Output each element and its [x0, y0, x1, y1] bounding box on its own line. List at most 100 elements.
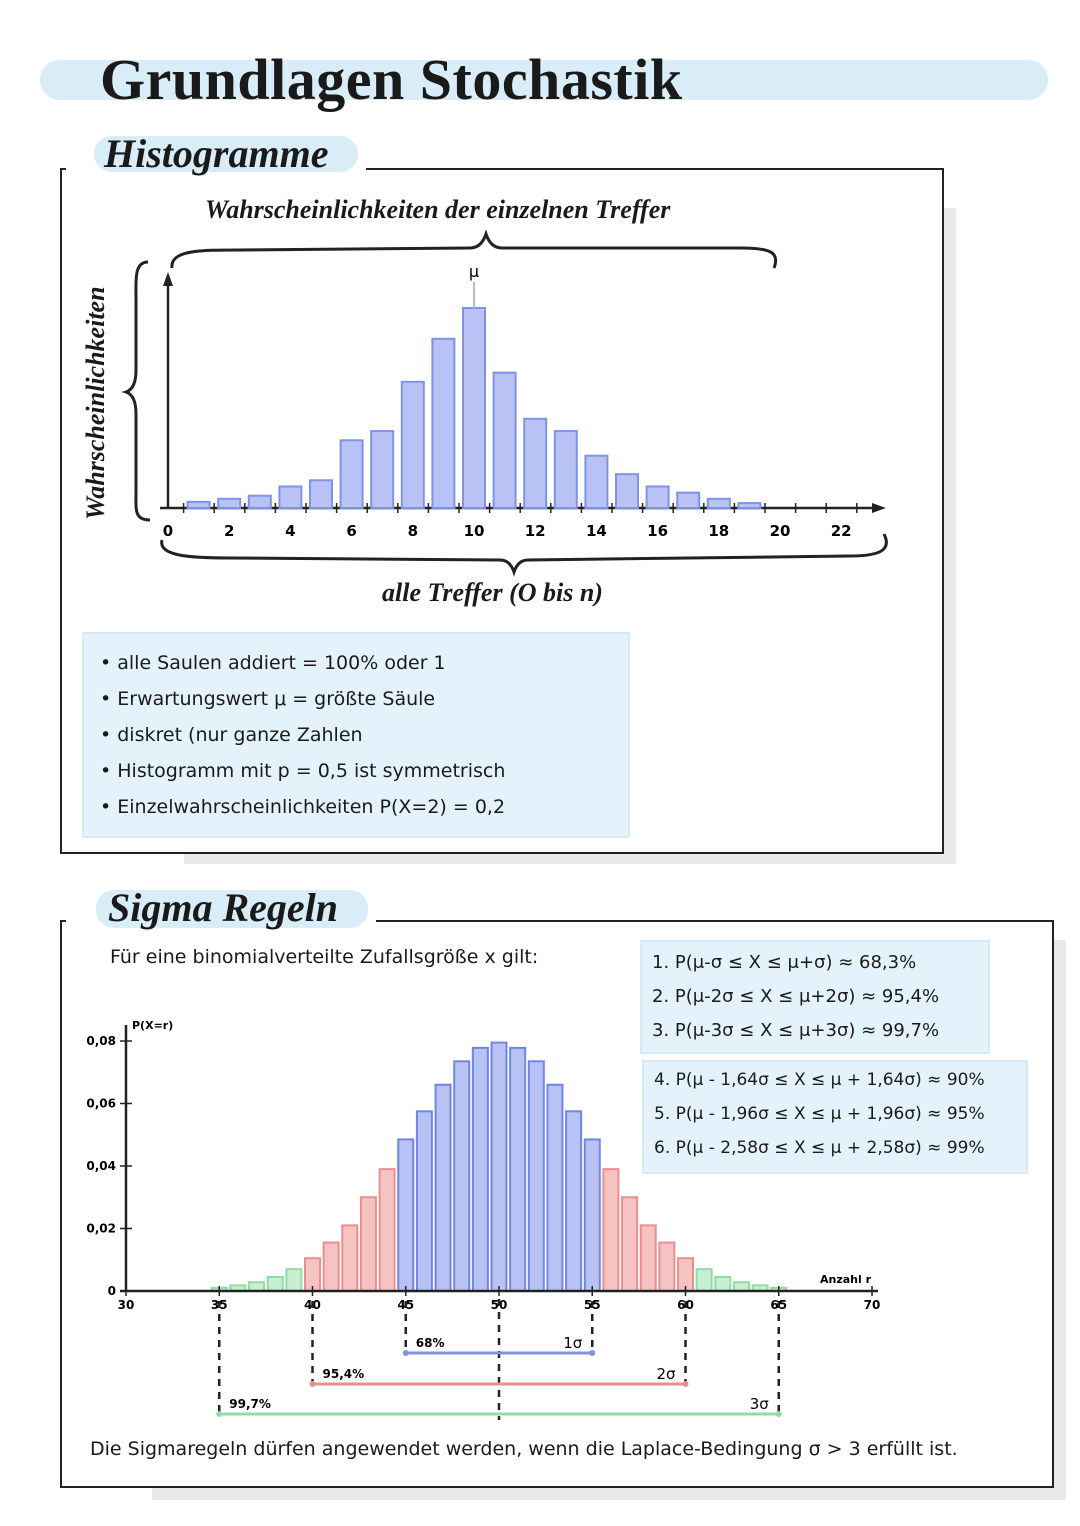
interval-percent-label: 68%	[416, 1336, 445, 1350]
histogram-top-label: Wahrscheinlichkeiten der einzelnen Treff…	[205, 195, 671, 224]
note-item: • Erwartungswert μ = größte Säule	[100, 688, 436, 710]
histogram-tick-label: 6	[346, 522, 356, 540]
sigma-y-tick-label: 0,02	[86, 1222, 116, 1236]
histogram-bar	[737, 502, 762, 510]
histogram-tick-label: 10	[464, 522, 485, 540]
sigma-intro: Für eine binomialverteilte Zufallsgröße …	[110, 946, 539, 968]
interval-percent-label: 95,4%	[323, 1367, 365, 1381]
sigma-bar	[490, 1041, 508, 1292]
sigma-rule: 5. P(μ - 1,96σ ≤ X ≤ μ + 1,96σ) ≈ 95%	[654, 1104, 985, 1124]
sigma-heading-band	[96, 890, 368, 928]
sigma-bar	[322, 1241, 340, 1292]
sigma-rules-box-1: 1. P(μ-σ ≤ X ≤ μ+σ) ≈ 68,3% 2. P(μ-2σ ≤ …	[640, 940, 990, 1054]
sigma-bar	[285, 1268, 303, 1292]
interval-end	[682, 1381, 689, 1387]
histogram-tick-label: 16	[647, 522, 668, 540]
histogram-axes	[160, 272, 886, 513]
sigma-chart: P(X=r) Anzahl r 30354045505560657000,020…	[86, 1019, 881, 1420]
histogram-bar	[431, 337, 456, 509]
interval-sigma-label: 2σ	[656, 1365, 676, 1383]
sigma-bar	[695, 1268, 713, 1292]
histogram-bar	[186, 500, 211, 510]
histogram-x-arrow	[872, 503, 886, 513]
sigma-bar	[639, 1224, 657, 1292]
page-title: Grundlagen Stochastik	[100, 47, 683, 112]
sigma-bar	[471, 1046, 489, 1292]
histogram-bar	[553, 430, 578, 510]
sigma-bar	[434, 1083, 452, 1292]
sigma-bar	[621, 1196, 639, 1292]
sigma-bar	[359, 1196, 377, 1292]
histogram-tick-label: 12	[525, 522, 546, 540]
interval-percent-label: 99,7%	[229, 1397, 271, 1411]
note-item: • diskret (nur ganze Zahlen	[100, 724, 363, 746]
histogram-bar	[584, 454, 609, 510]
histogram-bar	[462, 307, 486, 509]
sigma-bar	[248, 1281, 266, 1292]
sigma-bar	[453, 1060, 471, 1292]
sigma-bar	[583, 1138, 601, 1292]
interval-sigma-label: 3σ	[750, 1395, 770, 1413]
histogram-tick-label: 0	[163, 522, 173, 540]
sigma-rule: 6. P(μ - 2,58σ ≤ X ≤ μ + 2,58σ) ≈ 99%	[654, 1138, 985, 1158]
histogramme-heading-band	[94, 136, 358, 172]
sigma-bar	[341, 1224, 359, 1292]
sigma-x-tick-label: 30	[118, 1298, 135, 1312]
sigma-y-tick-label: 0,08	[86, 1034, 116, 1048]
histogram-bar	[309, 479, 333, 509]
histogram-bar	[492, 371, 517, 509]
sigma-bar	[714, 1275, 732, 1292]
sigma-x-label: Anzahl r	[820, 1273, 872, 1286]
sigma-y-tick-label: 0	[108, 1284, 116, 1298]
side-brace	[121, 260, 151, 522]
bottom-brace	[160, 533, 888, 577]
histogram-bar	[400, 380, 425, 510]
sigma-y-tick-label: 0,06	[86, 1097, 116, 1111]
sigma-bar	[527, 1060, 545, 1292]
note-item: • Einzelwahrscheinlichkeiten P(X=2) = 0,…	[100, 796, 506, 818]
note-item: • Histogramm mit p = 0,5 ist symmetrisch	[100, 760, 506, 782]
interval-end	[216, 1411, 223, 1417]
sigma-bar	[397, 1138, 415, 1292]
interval-end	[589, 1350, 596, 1356]
histogram-bar	[706, 497, 731, 509]
interval-sigma-label: 1σ	[563, 1334, 583, 1352]
sigma-bar	[732, 1281, 750, 1292]
interval-end	[402, 1350, 409, 1356]
sigma-x-tick-label: 70	[864, 1298, 881, 1312]
sigma-rule: 2. P(μ-2σ ≤ X ≤ μ+2σ) ≈ 95,4%	[652, 986, 940, 1007]
mu-label: μ	[469, 262, 479, 281]
sigma-bar	[378, 1168, 396, 1292]
histogram-bar	[247, 494, 272, 510]
sigma-bar	[546, 1083, 564, 1292]
histogramme-heading: Histogramme	[104, 131, 329, 176]
sigma-rule: 3. P(μ-3σ ≤ X ≤ μ+3σ) ≈ 99,7%	[652, 1020, 940, 1041]
top-brace	[170, 229, 777, 269]
histogram-bar	[370, 430, 395, 510]
histogram-tick-label: 4	[285, 522, 295, 540]
histogram-bar	[645, 485, 670, 510]
histogram-bottom-label: alle Treffer (O bis n)	[382, 578, 603, 607]
interval-end	[775, 1411, 782, 1417]
histogram-chart: 0 2 4 6 8 10 12 14 16 18 20 22 μ	[121, 229, 888, 577]
histogram-braces	[121, 229, 888, 577]
sigma-bar	[602, 1168, 620, 1292]
histogram-bar	[615, 473, 639, 509]
histogram-bar	[278, 485, 303, 510]
interval-end	[309, 1381, 316, 1387]
histogram-tick-label: 8	[408, 522, 418, 540]
sigma-heading: Sigma Regeln	[108, 885, 339, 930]
sigma-bar	[565, 1110, 583, 1292]
sigma-bar	[509, 1046, 527, 1292]
title-highlight	[40, 60, 1048, 100]
histogram-bar	[523, 417, 548, 509]
sigma-rule: 4. P(μ - 1,64σ ≤ X ≤ μ + 1,64σ) ≈ 90%	[654, 1070, 985, 1090]
histogram-tick-label: 2	[224, 522, 234, 540]
histogram-tick-label: 22	[831, 522, 852, 540]
sigma-footer: Die Sigmaregeln dürfen angewendet werden…	[90, 1438, 958, 1460]
histogram-bar	[217, 497, 242, 509]
sigma-y-label: P(X=r)	[132, 1019, 173, 1032]
histogram-y-arrow	[163, 272, 173, 286]
sigma-bar	[266, 1275, 284, 1292]
histogram-tick-label: 18	[708, 522, 729, 540]
